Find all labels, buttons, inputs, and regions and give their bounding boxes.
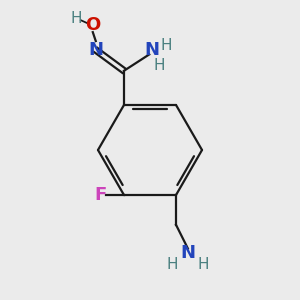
- Text: O: O: [85, 16, 100, 34]
- Text: N: N: [88, 41, 103, 59]
- Text: N: N: [180, 244, 195, 262]
- Text: F: F: [95, 186, 107, 204]
- Text: H: H: [167, 257, 178, 272]
- Text: H: H: [71, 11, 82, 26]
- Text: H: H: [161, 38, 172, 53]
- Text: N: N: [145, 41, 160, 59]
- Text: H: H: [154, 58, 165, 73]
- Text: H: H: [198, 257, 209, 272]
